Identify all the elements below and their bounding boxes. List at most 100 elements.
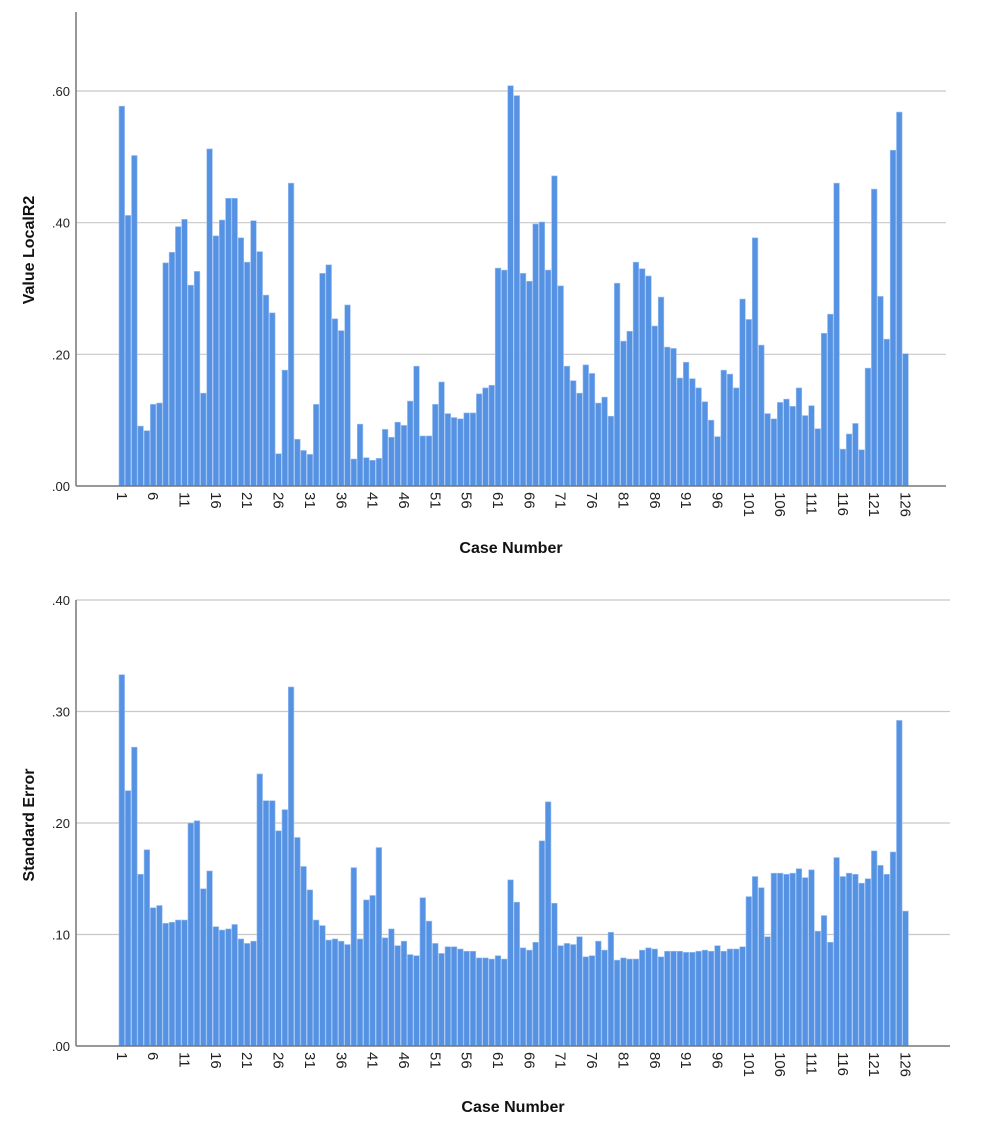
bar-case-119 bbox=[858, 449, 865, 487]
bar-case-25 bbox=[269, 312, 276, 487]
bar-case-97 bbox=[720, 950, 727, 1047]
x-tick-label: 26 bbox=[270, 1052, 287, 1069]
bar-case-10 bbox=[175, 226, 182, 487]
bar-case-44 bbox=[388, 928, 395, 1047]
bar-case-117 bbox=[846, 433, 853, 487]
bar-case-46 bbox=[400, 425, 408, 487]
x-tick-label: 21 bbox=[238, 1052, 255, 1069]
bar-case-70 bbox=[551, 175, 558, 487]
bar-case-11 bbox=[181, 919, 188, 1047]
bar-case-64 bbox=[513, 901, 520, 1047]
bar-case-74 bbox=[576, 936, 583, 1047]
bar-case-35 bbox=[331, 938, 339, 1047]
bar-case-18 bbox=[225, 198, 232, 487]
x-tick-label: 116 bbox=[834, 492, 851, 516]
x-tick-label: 66 bbox=[520, 492, 537, 509]
bar-case-56 bbox=[463, 412, 470, 487]
x-tick-label: 1 bbox=[113, 492, 130, 500]
bar-case-75 bbox=[582, 364, 589, 487]
bar-case-45 bbox=[394, 421, 401, 487]
bar-case-20 bbox=[237, 237, 245, 487]
bar-case-79 bbox=[607, 931, 614, 1047]
bar-case-110 bbox=[802, 415, 809, 487]
bar-case-48 bbox=[413, 955, 420, 1047]
bar-case-50 bbox=[425, 435, 433, 487]
bar-case-3 bbox=[131, 155, 138, 487]
bar-case-68 bbox=[538, 221, 545, 487]
bar-case-13 bbox=[193, 271, 201, 487]
bar-case-57 bbox=[469, 950, 477, 1047]
x-tick-label: 61 bbox=[489, 1052, 506, 1069]
bar-case-92 bbox=[689, 378, 696, 487]
bar-case-80 bbox=[614, 959, 621, 1047]
bar-case-69 bbox=[545, 269, 552, 487]
bar-case-124 bbox=[889, 851, 897, 1047]
bar-case-125 bbox=[896, 720, 903, 1047]
bar-case-21 bbox=[244, 261, 251, 487]
bar-case-66 bbox=[526, 949, 533, 1047]
bar-case-29 bbox=[294, 438, 301, 487]
bar-case-114 bbox=[827, 942, 834, 1047]
bar-case-13 bbox=[193, 820, 201, 1047]
bar-case-88 bbox=[664, 950, 671, 1047]
bar-case-27 bbox=[281, 369, 288, 487]
bar-case-33 bbox=[319, 925, 326, 1047]
bar-case-83 bbox=[632, 261, 640, 487]
bar-case-42 bbox=[375, 847, 382, 1047]
x-tick-label: 6 bbox=[144, 492, 161, 500]
bar-case-100 bbox=[739, 298, 746, 487]
bar-case-8 bbox=[162, 262, 169, 487]
bar-case-17 bbox=[219, 929, 226, 1047]
bar-case-34 bbox=[325, 939, 332, 1047]
bar-case-41 bbox=[369, 460, 376, 487]
bar-case-114 bbox=[827, 313, 834, 487]
bar-case-85 bbox=[645, 275, 652, 487]
bar-case-52 bbox=[438, 953, 445, 1047]
bar-case-62 bbox=[501, 269, 508, 487]
bar-case-103 bbox=[758, 887, 765, 1047]
bar-case-126 bbox=[902, 353, 909, 487]
x-tick-label: 96 bbox=[708, 492, 725, 509]
bar-case-97 bbox=[720, 369, 727, 487]
bar-case-24 bbox=[262, 800, 270, 1047]
bar-case-39 bbox=[356, 423, 364, 487]
bar-case-30 bbox=[300, 866, 307, 1047]
bar-case-82 bbox=[626, 958, 633, 1047]
y-axis-label: Standard Error bbox=[21, 769, 38, 882]
bar-case-60 bbox=[488, 958, 495, 1047]
bar-case-103 bbox=[758, 344, 765, 487]
x-tick-label: 31 bbox=[301, 492, 318, 509]
bar-case-69 bbox=[545, 801, 552, 1047]
bar-case-123 bbox=[883, 338, 890, 487]
x-tick-label: 101 bbox=[740, 1052, 757, 1077]
x-tick-label: 111 bbox=[803, 492, 820, 515]
bar-case-102 bbox=[751, 237, 759, 487]
x-tick-label: 11 bbox=[176, 1052, 193, 1068]
bar-case-31 bbox=[306, 889, 314, 1047]
bar-case-47 bbox=[407, 954, 414, 1047]
bar-case-74 bbox=[576, 392, 583, 487]
bar-case-36 bbox=[338, 330, 345, 487]
bar-case-40 bbox=[363, 899, 370, 1047]
bar-case-28 bbox=[287, 686, 295, 1047]
bar-case-40 bbox=[363, 457, 370, 487]
x-tick-label: 126 bbox=[897, 492, 914, 517]
bar-case-85 bbox=[645, 947, 652, 1047]
bar-case-126 bbox=[902, 910, 909, 1047]
bar-case-67 bbox=[532, 942, 539, 1047]
bar-case-43 bbox=[382, 429, 389, 487]
x-tick-label: 41 bbox=[364, 1052, 381, 1069]
bar-case-12 bbox=[187, 822, 194, 1047]
bar-case-11 bbox=[181, 219, 188, 487]
x-tick-label: 106 bbox=[771, 1052, 788, 1077]
bar-case-4 bbox=[137, 425, 144, 487]
bar-case-54 bbox=[451, 417, 458, 487]
bar-case-86 bbox=[651, 325, 658, 487]
x-tick-label: 1 bbox=[113, 1052, 130, 1060]
bar-case-17 bbox=[219, 219, 226, 487]
x-tick-label: 121 bbox=[865, 492, 882, 517]
bar-case-29 bbox=[294, 837, 301, 1047]
bar-case-101 bbox=[745, 319, 752, 487]
x-tick-label: 101 bbox=[740, 492, 757, 517]
bar-case-119 bbox=[858, 882, 865, 1047]
